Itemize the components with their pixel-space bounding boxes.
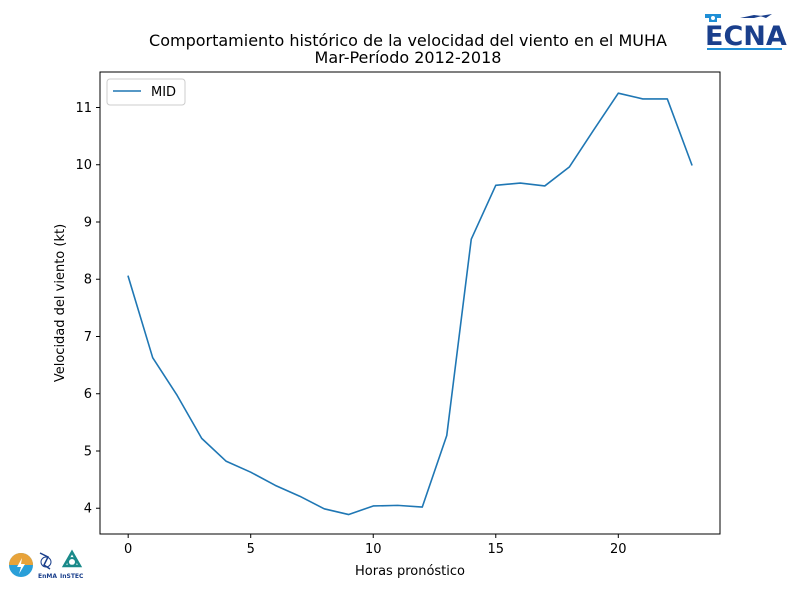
y-tick-label: 7	[84, 330, 92, 345]
series-line-mid	[127, 92, 693, 516]
y-tick-label: 5	[84, 444, 92, 459]
enma-logo-text: EnMA	[38, 573, 57, 580]
series-layer	[127, 92, 693, 516]
plot-area-frame	[99, 71, 721, 535]
legend-label-mid: MID	[151, 85, 176, 100]
legend-box	[106, 78, 186, 106]
ecna-logo-text: ECNA	[705, 21, 787, 52]
instec-logo-text: InSTEC	[60, 573, 84, 580]
y-tick-label: 10	[75, 158, 92, 173]
x-axis-ticks: 0 5 10 15 20	[124, 534, 627, 557]
y-axis-ticks: 4 5 6 7 8 9 10 11	[75, 101, 100, 517]
x-tick-label: 0	[124, 542, 132, 557]
chart-subtitle: Mar-Período 2012-2018	[315, 48, 502, 67]
x-tick-label: 10	[365, 542, 382, 557]
y-tick-label: 11	[75, 101, 92, 116]
airplane-icon	[740, 15, 762, 18]
chart-title: Comportamiento histórico de la velocidad…	[149, 31, 667, 50]
x-tick-label: 20	[610, 542, 627, 557]
x-tick-label: 15	[487, 542, 504, 557]
lightning-icon	[17, 558, 25, 574]
y-tick-label: 4	[84, 502, 92, 517]
bottom-left-logos: EnMA InSTEC	[9, 549, 84, 580]
y-tick-label: 6	[84, 387, 92, 402]
y-axis-label: Velocidad del viento (kt)	[53, 224, 68, 382]
legend: MID	[106, 78, 186, 106]
y-tick-label: 8	[84, 273, 92, 288]
x-tick-label: 5	[247, 542, 255, 557]
ecna-logo: ECNA	[705, 14, 787, 52]
x-axis-label: Horas pronóstico	[355, 564, 465, 579]
y-tick-label: 9	[84, 215, 92, 230]
